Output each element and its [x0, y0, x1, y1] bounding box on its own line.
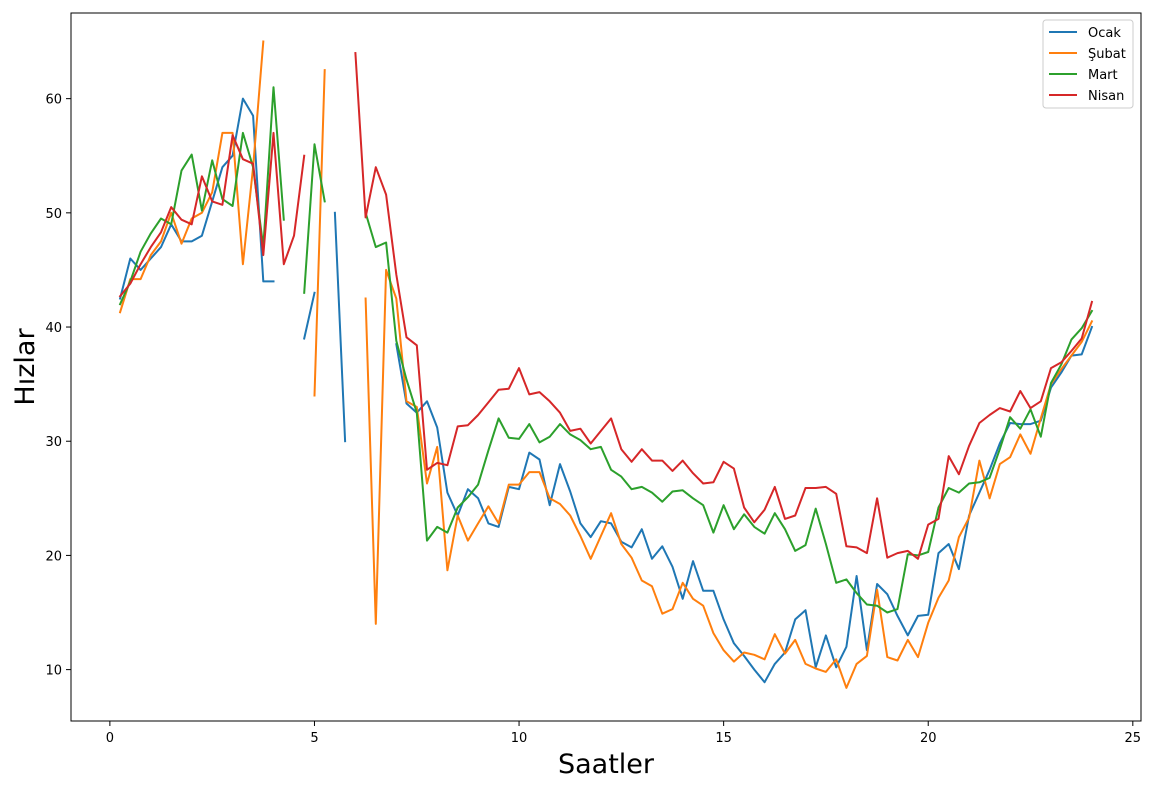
y-tick-label: 20 — [45, 549, 62, 564]
series-layer — [118, 40, 1094, 689]
x-tick-label: 0 — [106, 731, 114, 746]
y-axis-title: Hızlar — [10, 328, 41, 406]
x-tick-label: 25 — [1125, 731, 1142, 746]
x-tick-label: 10 — [511, 731, 528, 746]
series-line-0 — [118, 97, 1094, 684]
x-axis-title: Saatler — [558, 749, 655, 780]
legend-label: Ocak — [1088, 26, 1121, 41]
y-tick-label: 40 — [45, 321, 62, 336]
legend-box — [1042, 19, 1134, 109]
legend-label: Şubat — [1088, 47, 1126, 62]
y-tick-label: 50 — [45, 207, 62, 222]
x-tick-label: 20 — [920, 731, 937, 746]
legend-label: Nisan — [1088, 89, 1124, 104]
plot-frame — [70, 12, 1142, 722]
x-tick-label: 5 — [310, 731, 318, 746]
legend-label: Mart — [1088, 68, 1118, 83]
series-line-1 — [118, 40, 1094, 689]
x-axis: 0 5 10 15 20 25 — [106, 721, 1141, 746]
y-tick-label: 30 — [45, 435, 62, 450]
y-tick-label: 10 — [45, 664, 62, 679]
y-tick-label: 60 — [45, 93, 62, 108]
legend: Ocak Şubat Mart Nisan — [1042, 19, 1134, 109]
series-line-3 — [118, 51, 1094, 560]
y-axis: 10 20 30 40 50 60 — [45, 93, 71, 679]
x-tick-label: 15 — [715, 731, 732, 746]
